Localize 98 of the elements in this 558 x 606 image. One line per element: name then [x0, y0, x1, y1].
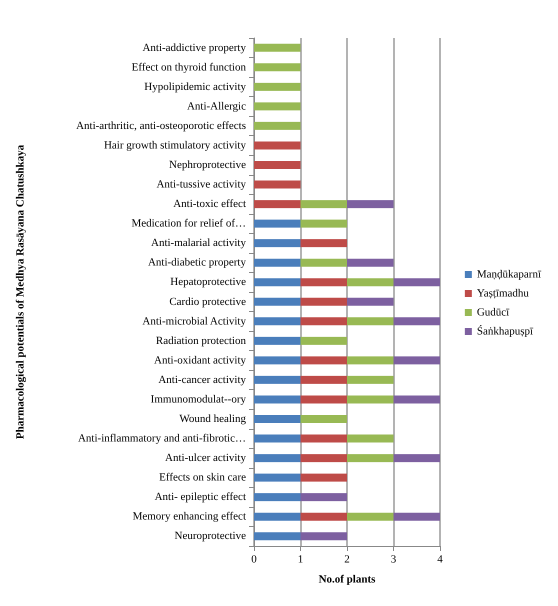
- y-tick-label: Anti-toxic effect: [173, 198, 246, 210]
- y-tick-label: Anti-microbial Activity: [142, 315, 246, 328]
- bar: [300, 278, 347, 286]
- bar: [300, 512, 347, 521]
- bar: [254, 454, 300, 462]
- bar: [300, 395, 347, 404]
- bar: [300, 434, 347, 443]
- y-tick-label: Anti-inflammatory and anti-fibrotic…: [78, 432, 246, 445]
- y-axis-title: Pharmacological potentials of Medhya Rasāyana Chatushkaya: [14, 144, 26, 440]
- x-tick-label: 0: [251, 554, 258, 566]
- bar: [300, 454, 347, 462]
- y-tick-label: Anti-Allergic: [186, 100, 246, 112]
- bar: [254, 141, 300, 150]
- y-tick-label: Anti-diabetic property: [148, 256, 246, 269]
- legend-label: Maṇḍūkaparnī: [476, 268, 542, 280]
- bar: [300, 298, 347, 306]
- y-tick-label: Effect on thyroid function: [132, 61, 246, 74]
- bar: [347, 298, 394, 306]
- y-tick-label: Anti-malarial activity: [151, 237, 246, 250]
- bar: [300, 336, 347, 345]
- y-tick-label: Medication for relief of…: [131, 218, 246, 230]
- bar: [347, 376, 394, 384]
- y-tick-label: Hepatoprotective: [170, 276, 246, 288]
- bar: [300, 474, 347, 482]
- bar: [347, 512, 394, 521]
- bar: [300, 317, 347, 326]
- x-tick-label: 2: [344, 554, 350, 566]
- bar: [254, 434, 300, 443]
- y-tick-label: Effects on skin care: [159, 472, 246, 484]
- x-tick-label: 3: [390, 554, 397, 566]
- bar: [300, 376, 347, 384]
- y-tick-label: Immunomodulat--ory: [150, 393, 246, 406]
- y-tick-label: Anti-cancer activity: [158, 374, 246, 386]
- bar: [300, 258, 347, 267]
- bar: [254, 278, 300, 286]
- bar: [347, 356, 394, 364]
- bar: [254, 63, 300, 72]
- bar: [254, 317, 300, 326]
- bar: [254, 122, 300, 130]
- y-tick-label: Anti- epileptic effect: [154, 491, 246, 504]
- bar: [347, 278, 394, 286]
- x-tick-label: 4: [437, 554, 444, 566]
- bar: [394, 512, 440, 521]
- bar: [347, 258, 394, 267]
- bar: [394, 454, 440, 462]
- bar: [254, 220, 300, 228]
- bar: [300, 220, 347, 228]
- bar: [300, 493, 347, 502]
- y-tick-label: Wound healing: [179, 413, 246, 425]
- bar: [347, 454, 394, 462]
- y-tick-label: Nephroprotective: [169, 159, 246, 171]
- bar: [254, 161, 300, 169]
- y-tick-label: Cardio protective: [169, 296, 246, 308]
- bar: [254, 356, 300, 364]
- bar: [254, 376, 300, 384]
- bar: [254, 532, 300, 540]
- bar: [300, 532, 347, 540]
- bar: [254, 512, 300, 521]
- bar: [347, 395, 394, 404]
- bar: [254, 395, 300, 404]
- bar: [254, 180, 300, 189]
- y-tick-label: Hypolipidemic activity: [144, 80, 246, 93]
- legend-label: Gudūcī: [476, 306, 510, 318]
- bar: [394, 278, 440, 286]
- bar: [254, 82, 300, 91]
- bar: [394, 356, 440, 364]
- bar: [300, 239, 347, 248]
- legend-label: Yaṣṭīmadhu: [476, 288, 530, 300]
- y-tick-label: Anti-ulcer activity: [165, 452, 246, 464]
- y-tick-label: Anti-arthritic, anti-osteoporotic effects: [76, 120, 246, 132]
- y-tick-label: Anti-oxidant activity: [154, 354, 246, 366]
- bar: [254, 493, 300, 502]
- bar: [300, 200, 347, 208]
- bar: [254, 239, 300, 248]
- bar: [254, 415, 300, 423]
- bar: [254, 298, 300, 306]
- bar: [347, 434, 394, 443]
- bar: [394, 317, 440, 326]
- y-tick-label: Anti-addictive property: [142, 42, 246, 54]
- bar: [347, 317, 394, 326]
- x-tick-label: 1: [298, 554, 304, 566]
- y-tick-label: Neuroprotective: [174, 530, 246, 542]
- legend-label: Śaṅkhapuṣpī: [476, 324, 534, 338]
- bar: [300, 415, 347, 423]
- y-tick-label: Radiation protection: [156, 334, 246, 347]
- bar: [254, 200, 300, 208]
- bar: [254, 474, 300, 482]
- bar: [254, 102, 300, 110]
- x-axis-title: No.of plants: [318, 574, 376, 586]
- bar: [394, 395, 440, 404]
- bar: [300, 356, 347, 364]
- y-tick-label: Memory enhancing effect: [132, 510, 246, 523]
- bar: [347, 200, 394, 208]
- y-tick-label: Anti-tussive activity: [156, 178, 246, 191]
- bar: [254, 258, 300, 267]
- y-tick-label: Hair growth stimulatory activity: [104, 139, 246, 152]
- bar: [254, 336, 300, 345]
- bar: [254, 44, 300, 52]
